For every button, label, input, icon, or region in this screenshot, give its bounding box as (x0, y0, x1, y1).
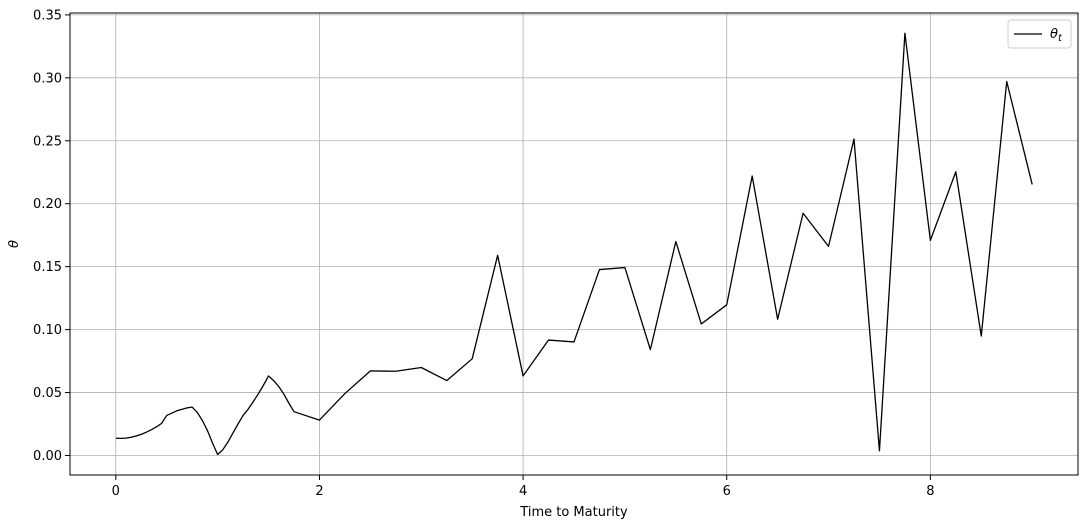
series-line-theta (115, 32, 1033, 456)
x-tick-label: 8 (926, 484, 934, 499)
y-axis-label: θ (7, 240, 22, 248)
legend-series-name: θ (1050, 27, 1058, 42)
y-tick-label: 0.15 (33, 260, 62, 275)
x-tick-label: 0 (112, 484, 120, 499)
legend: θt (1007, 19, 1072, 49)
x-axis-label: Time to Maturity (519, 505, 628, 520)
y-axis: 0.00 0.05 0.10 0.15 0.20 0.25 0.30 0.35 (33, 8, 70, 464)
legend-series-subscript: t (1058, 33, 1063, 44)
y-tick-label: 0.10 (33, 323, 62, 338)
x-tick-label: 2 (315, 484, 323, 499)
x-axis: 0 2 4 6 8 (112, 475, 935, 499)
y-tick-label: 0.05 (33, 386, 62, 401)
y-tick-label: 0.30 (33, 71, 62, 86)
y-tick-label: 0.20 (33, 197, 62, 212)
series-layer (115, 32, 1033, 456)
y-tick-label: 0.00 (33, 449, 62, 464)
gridlines (70, 13, 1078, 475)
legend-entry-label: θt (1050, 27, 1063, 44)
x-tick-label: 6 (723, 484, 731, 499)
plot-frame (69, 12, 1079, 476)
y-tick-label: 0.25 (33, 134, 62, 149)
x-tick-label: 4 (519, 484, 527, 499)
y-tick-label: 0.35 (33, 8, 62, 23)
